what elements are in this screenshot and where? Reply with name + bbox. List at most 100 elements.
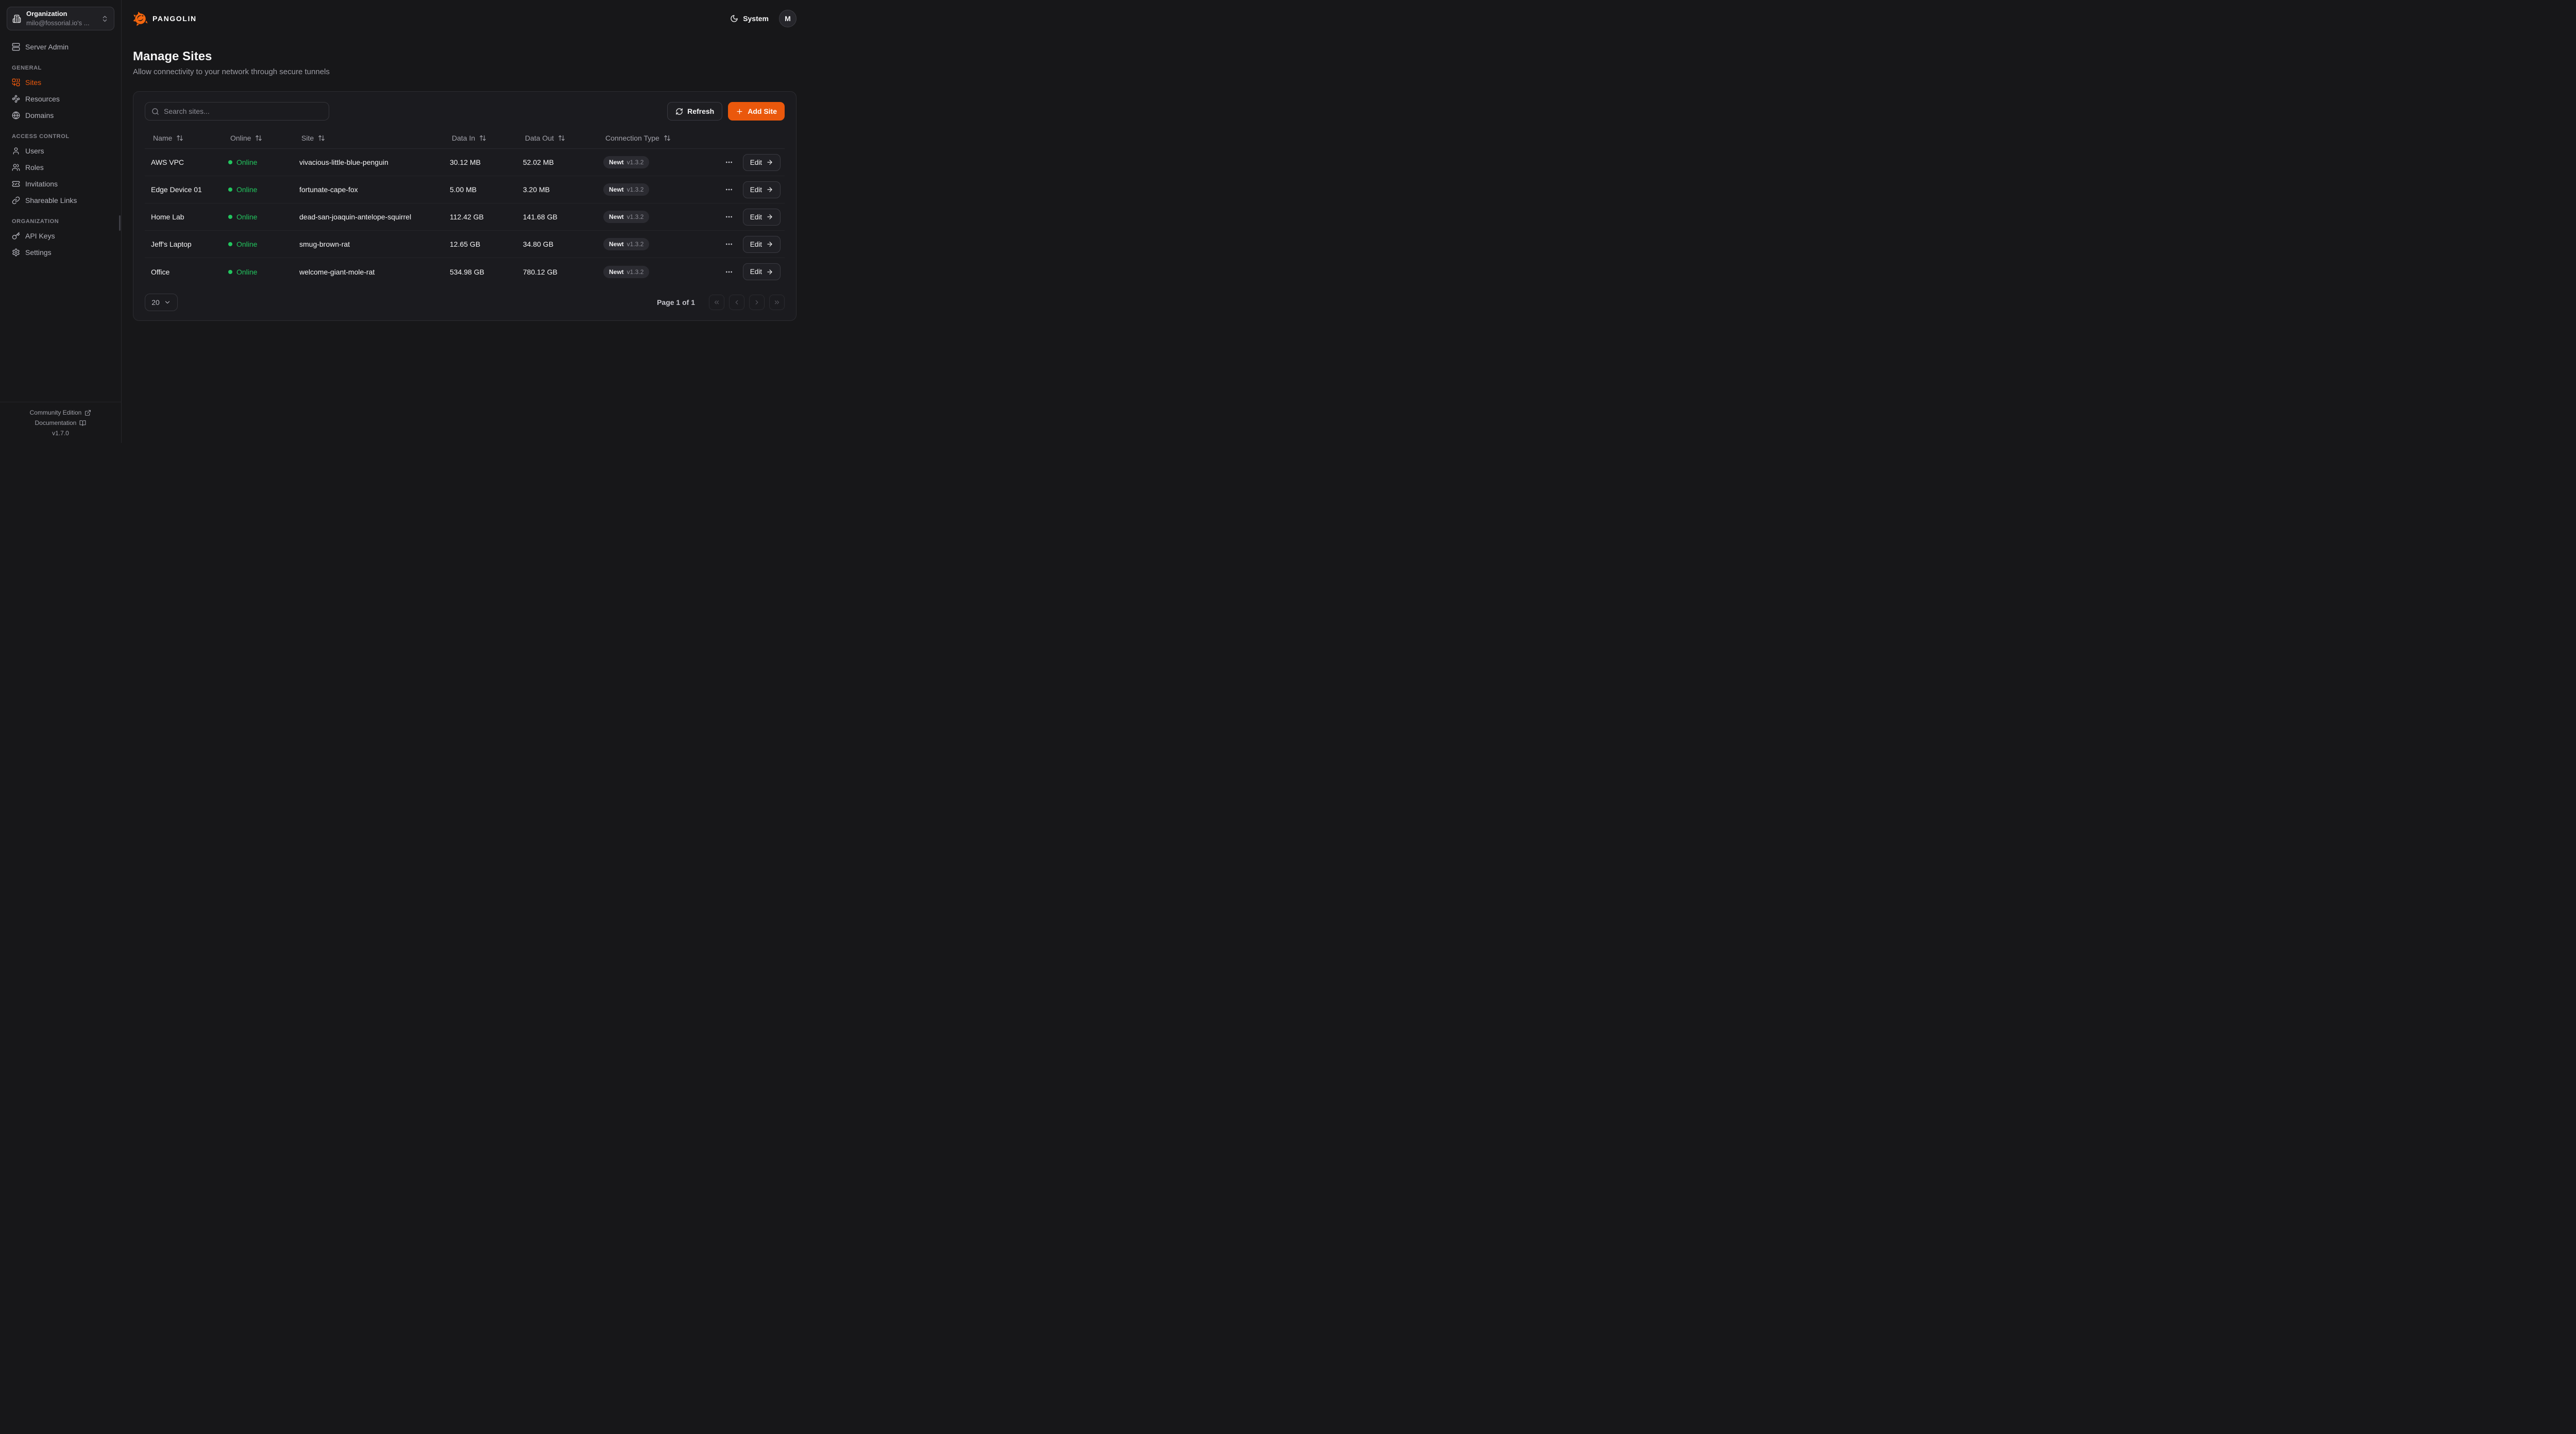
user-icon xyxy=(12,147,20,155)
data-out-cell: 34.80 GB xyxy=(523,240,554,248)
edit-button-label: Edit xyxy=(750,268,762,276)
sidebar-item-shareable-links[interactable]: Shareable Links xyxy=(7,192,114,209)
refresh-button[interactable]: Refresh xyxy=(667,102,723,121)
users-icon xyxy=(12,163,20,172)
add-site-button[interactable]: Add Site xyxy=(728,102,785,121)
site-status-cell: Online xyxy=(222,185,293,194)
data-in-cell: 534.98 GB xyxy=(450,267,484,276)
row-menu-button[interactable] xyxy=(723,266,735,278)
data-out-cell: 3.20 MB xyxy=(523,185,550,194)
ellipsis-icon xyxy=(725,268,733,276)
edit-button[interactable]: Edit xyxy=(742,153,781,171)
column-header-data-out[interactable]: Data Out xyxy=(517,134,597,142)
sidebar-scrollbar-thumb[interactable] xyxy=(119,215,121,231)
site-status-cell: Online xyxy=(222,240,293,248)
chevrons-right-icon xyxy=(773,299,781,306)
pangolin-logo-icon xyxy=(133,11,148,26)
sidebar-footer: Community Edition Documentation v1.7.0 xyxy=(0,402,121,443)
first-page-button[interactable] xyxy=(709,295,724,310)
sidebar-item-server-admin[interactable]: Server Admin xyxy=(7,39,114,55)
sort-icon xyxy=(318,134,325,142)
chevron-left-icon xyxy=(733,299,740,306)
search-input[interactable] xyxy=(164,107,323,115)
column-header-data-in[interactable]: Data In xyxy=(444,134,517,142)
sidebar-item-invitations[interactable]: Invitations xyxy=(7,176,114,192)
community-edition-label: Community Edition xyxy=(29,409,82,416)
sidebar-section: GENERAL Sites Resources Domains xyxy=(7,65,114,124)
topbar: PANGOLIN System M xyxy=(122,0,808,37)
connection-type-cell: Newt v1.3.2 xyxy=(597,156,723,168)
connection-type-name: Newt xyxy=(609,268,624,276)
previous-page-button[interactable] xyxy=(729,295,744,310)
edit-button[interactable]: Edit xyxy=(742,263,781,280)
sort-icon xyxy=(664,134,671,142)
sidebar-item-label: Shareable Links xyxy=(25,196,77,204)
sidebar-item-api-keys[interactable]: API Keys xyxy=(7,228,114,244)
site-id-cell: fortunate-cape-fox xyxy=(299,185,358,194)
column-header-name[interactable]: Name xyxy=(145,134,222,142)
column-header-connection-type[interactable]: Connection Type xyxy=(597,134,776,142)
theme-toggle[interactable]: System xyxy=(730,14,769,23)
connection-type-cell: Newt v1.3.2 xyxy=(597,238,723,250)
sidebar-item-domains[interactable]: Domains xyxy=(7,107,114,124)
sidebar-item-sites[interactable]: Sites xyxy=(7,74,114,91)
page-size-value: 20 xyxy=(151,298,160,306)
avatar[interactable]: M xyxy=(779,10,796,27)
column-header-label: Online xyxy=(230,133,251,142)
combine-icon xyxy=(12,78,20,87)
version-label: v1.7.0 xyxy=(52,430,69,437)
data-in-cell: 112.42 GB xyxy=(450,213,484,221)
sidebar-item-label: Settings xyxy=(25,248,52,257)
column-header-label: Data In xyxy=(452,133,476,142)
next-page-button[interactable] xyxy=(749,295,765,310)
connection-type-name: Newt xyxy=(609,241,624,248)
sidebar-item-settings[interactable]: Settings xyxy=(7,244,114,261)
column-header-site[interactable]: Site xyxy=(293,134,444,142)
chevron-down-icon xyxy=(164,299,171,306)
chevron-right-icon xyxy=(753,299,760,306)
table-row: Jeff's Laptop Online smug-brown-rat 12.6… xyxy=(145,231,785,258)
gear-icon xyxy=(12,248,20,257)
table-row: Home Lab Online dead-san-joaquin-antelop… xyxy=(145,203,785,231)
row-menu-button[interactable] xyxy=(723,183,735,196)
site-name-cell: Jeff's Laptop xyxy=(151,240,192,248)
server-icon xyxy=(12,43,20,51)
arrow-right-icon xyxy=(766,241,773,248)
last-page-button[interactable] xyxy=(769,295,785,310)
arrow-right-icon xyxy=(766,213,773,220)
sites-table: Name Online Site Data In xyxy=(145,127,785,285)
search-box xyxy=(145,102,329,121)
sidebar-item-label: API Keys xyxy=(25,232,55,240)
column-header-online[interactable]: Online xyxy=(222,134,293,142)
site-name-cell: Home Lab xyxy=(151,213,184,221)
sidebar-section-items: API Keys Settings xyxy=(7,228,114,261)
main-area: PANGOLIN System M Manage Sites Allow con… xyxy=(122,0,808,443)
row-menu-button[interactable] xyxy=(723,156,735,168)
sidebar-item-resources[interactable]: Resources xyxy=(7,91,114,107)
arrow-right-icon xyxy=(766,159,773,166)
brand-logo[interactable]: PANGOLIN xyxy=(133,11,197,26)
site-status-cell: Online xyxy=(222,158,293,166)
edit-button[interactable]: Edit xyxy=(742,235,781,253)
sidebar-item-users[interactable]: Users xyxy=(7,143,114,159)
row-menu-button[interactable] xyxy=(723,238,735,250)
page-status: Page 1 of 1 xyxy=(657,298,695,306)
edit-button[interactable]: Edit xyxy=(742,181,781,198)
building-icon xyxy=(12,14,21,23)
book-open-icon xyxy=(79,420,86,426)
sort-icon xyxy=(558,134,565,142)
connection-type-name: Newt xyxy=(609,159,624,166)
key-icon xyxy=(12,232,20,240)
org-selector[interactable]: Organization milo@fossorial.io's ... xyxy=(7,7,114,30)
sort-icon xyxy=(479,134,486,142)
edit-button[interactable]: Edit xyxy=(742,208,781,226)
row-menu-button[interactable] xyxy=(723,211,735,223)
page-size-select[interactable]: 20 xyxy=(145,294,178,311)
sidebar-item-label: Invitations xyxy=(25,180,58,188)
sidebar-section: ORGANIZATION API Keys Settings xyxy=(7,218,114,261)
documentation-link[interactable]: Documentation xyxy=(35,419,87,426)
row-actions: Edit xyxy=(723,208,785,226)
community-edition-link[interactable]: Community Edition xyxy=(30,409,92,416)
sidebar-item-roles[interactable]: Roles xyxy=(7,159,114,176)
data-in-cell: 30.12 MB xyxy=(450,158,481,166)
